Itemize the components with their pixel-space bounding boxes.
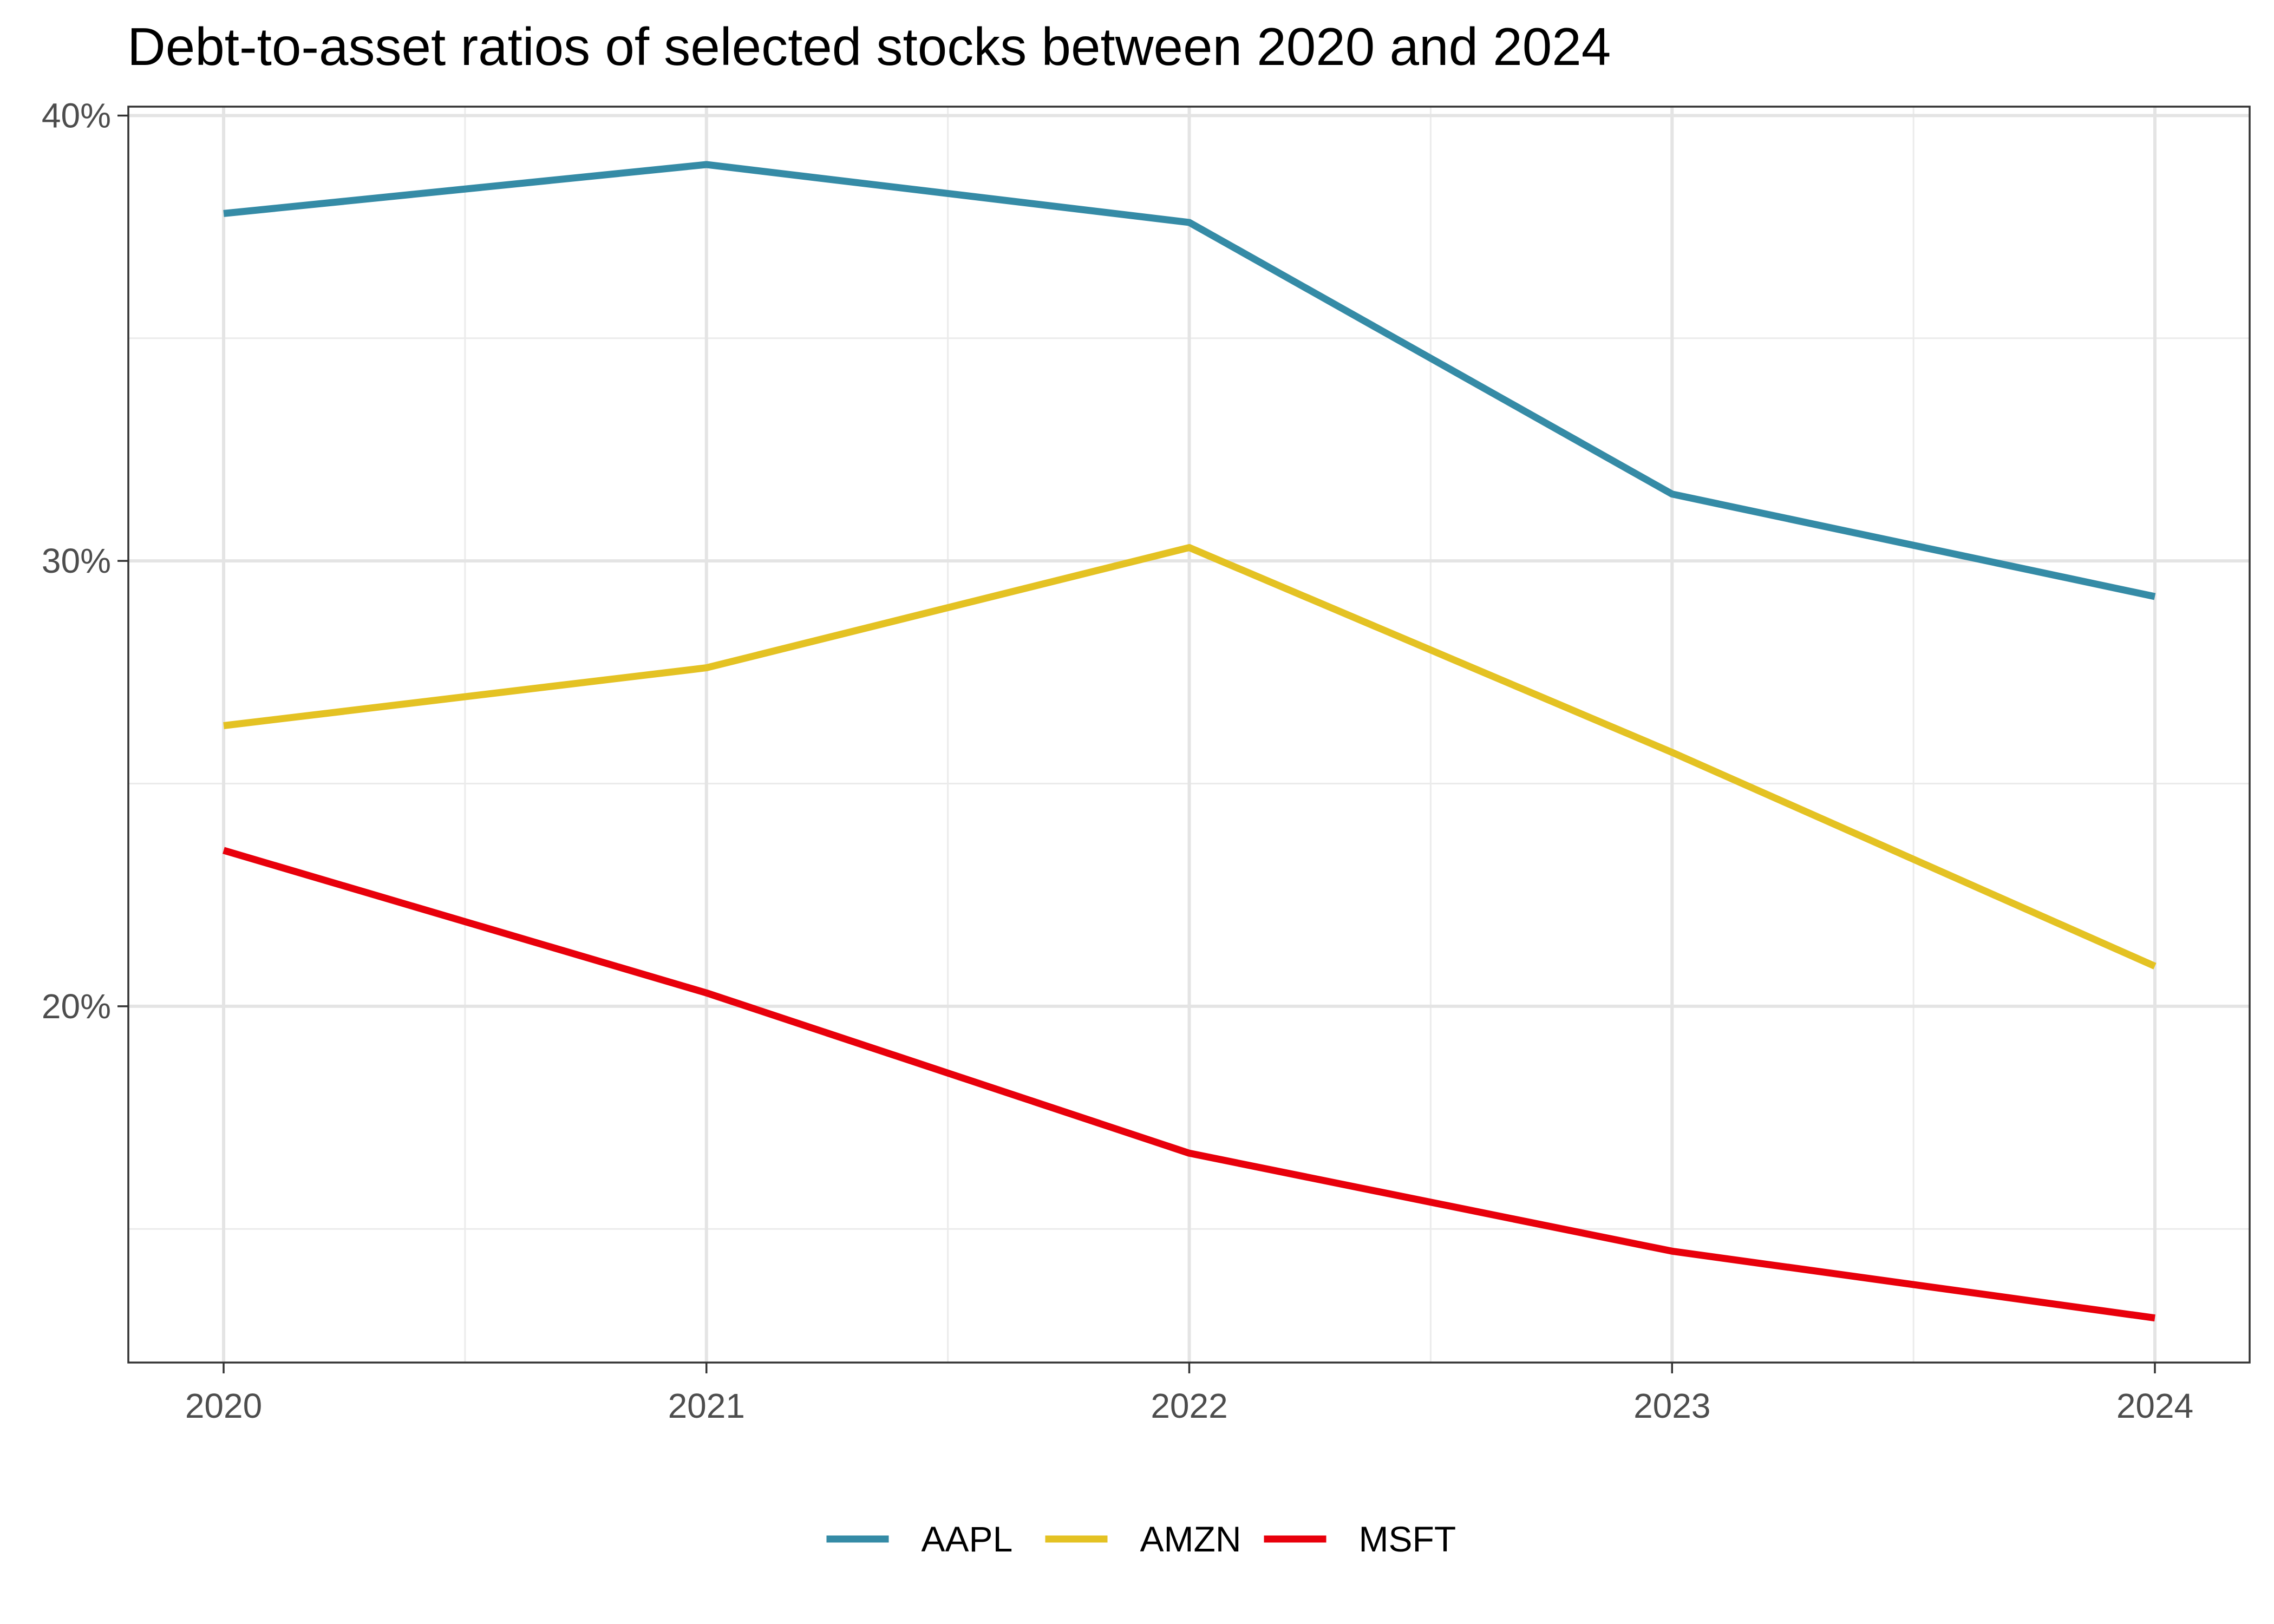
y-axis-tick-labels: 20% 30% 40% (42, 96, 111, 1025)
series-lines (223, 161, 2157, 1322)
x-tick-label: 2024 (2116, 1386, 2193, 1425)
y-tick-label: 40% (42, 96, 111, 135)
y-tick-label: 30% (42, 541, 111, 580)
series-line-amzn (223, 544, 2157, 970)
legend-label-amzn: AMZN (1140, 1519, 1241, 1559)
series-line-aapl (223, 161, 2156, 600)
x-tick-label: 2023 (1633, 1386, 1710, 1425)
x-axis-tick-labels: 2020 2021 2022 2023 2024 (185, 1386, 2193, 1425)
chart-title: Debt-to-asset ratios of selected stocks … (127, 17, 1611, 76)
x-tick-label: 2021 (668, 1386, 745, 1425)
axis-ticks (117, 114, 2156, 1373)
y-tick-label: 20% (42, 987, 111, 1026)
x-tick-label: 2020 (185, 1386, 262, 1425)
legend-label-msft: MSFT (1359, 1519, 1456, 1559)
x-tick-label: 2022 (1151, 1386, 1227, 1425)
series-line-msft (223, 847, 2155, 1322)
legend: AAPL AMZN MSFT (826, 1519, 1456, 1559)
legend-label-aapl: AAPL (922, 1519, 1013, 1559)
